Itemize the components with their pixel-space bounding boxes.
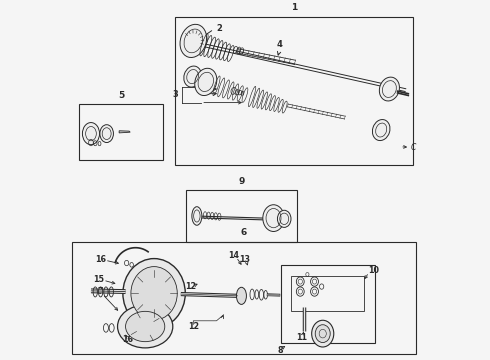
Text: 11: 11 [296,333,308,342]
Text: 5: 5 [118,91,124,100]
Ellipse shape [312,320,334,347]
Text: 6: 6 [241,228,247,237]
Text: 4: 4 [276,40,282,49]
Bar [175,17,413,165]
Ellipse shape [125,311,165,342]
Text: 2: 2 [217,23,222,32]
Bar [72,242,416,354]
Text: 16: 16 [95,255,106,264]
Ellipse shape [379,77,399,101]
Text: 9: 9 [238,177,245,186]
Ellipse shape [277,210,291,228]
Text: 1: 1 [291,3,297,12]
Text: 3: 3 [172,90,178,99]
Text: C: C [411,143,416,152]
Ellipse shape [131,267,177,320]
Bar [292,275,365,311]
Text: 8: 8 [277,346,283,355]
Text: 10: 10 [368,266,379,275]
Bar [186,190,297,242]
Text: 12: 12 [188,321,199,330]
Text: 12: 12 [185,283,196,292]
Bar [79,104,163,159]
Text: 16: 16 [122,335,133,344]
Ellipse shape [192,207,202,225]
Text: 13: 13 [240,255,250,264]
Ellipse shape [263,205,284,231]
Polygon shape [119,131,130,133]
Ellipse shape [372,120,390,140]
Ellipse shape [180,24,207,58]
Ellipse shape [123,258,185,328]
Text: 14: 14 [228,251,239,260]
Ellipse shape [82,122,99,145]
Ellipse shape [237,287,246,305]
Ellipse shape [184,66,201,87]
Ellipse shape [100,125,114,143]
Text: 7: 7 [98,287,103,296]
Ellipse shape [195,68,217,95]
Text: 15: 15 [93,275,104,284]
Ellipse shape [315,325,330,343]
Ellipse shape [118,305,173,348]
Bar [281,265,375,343]
